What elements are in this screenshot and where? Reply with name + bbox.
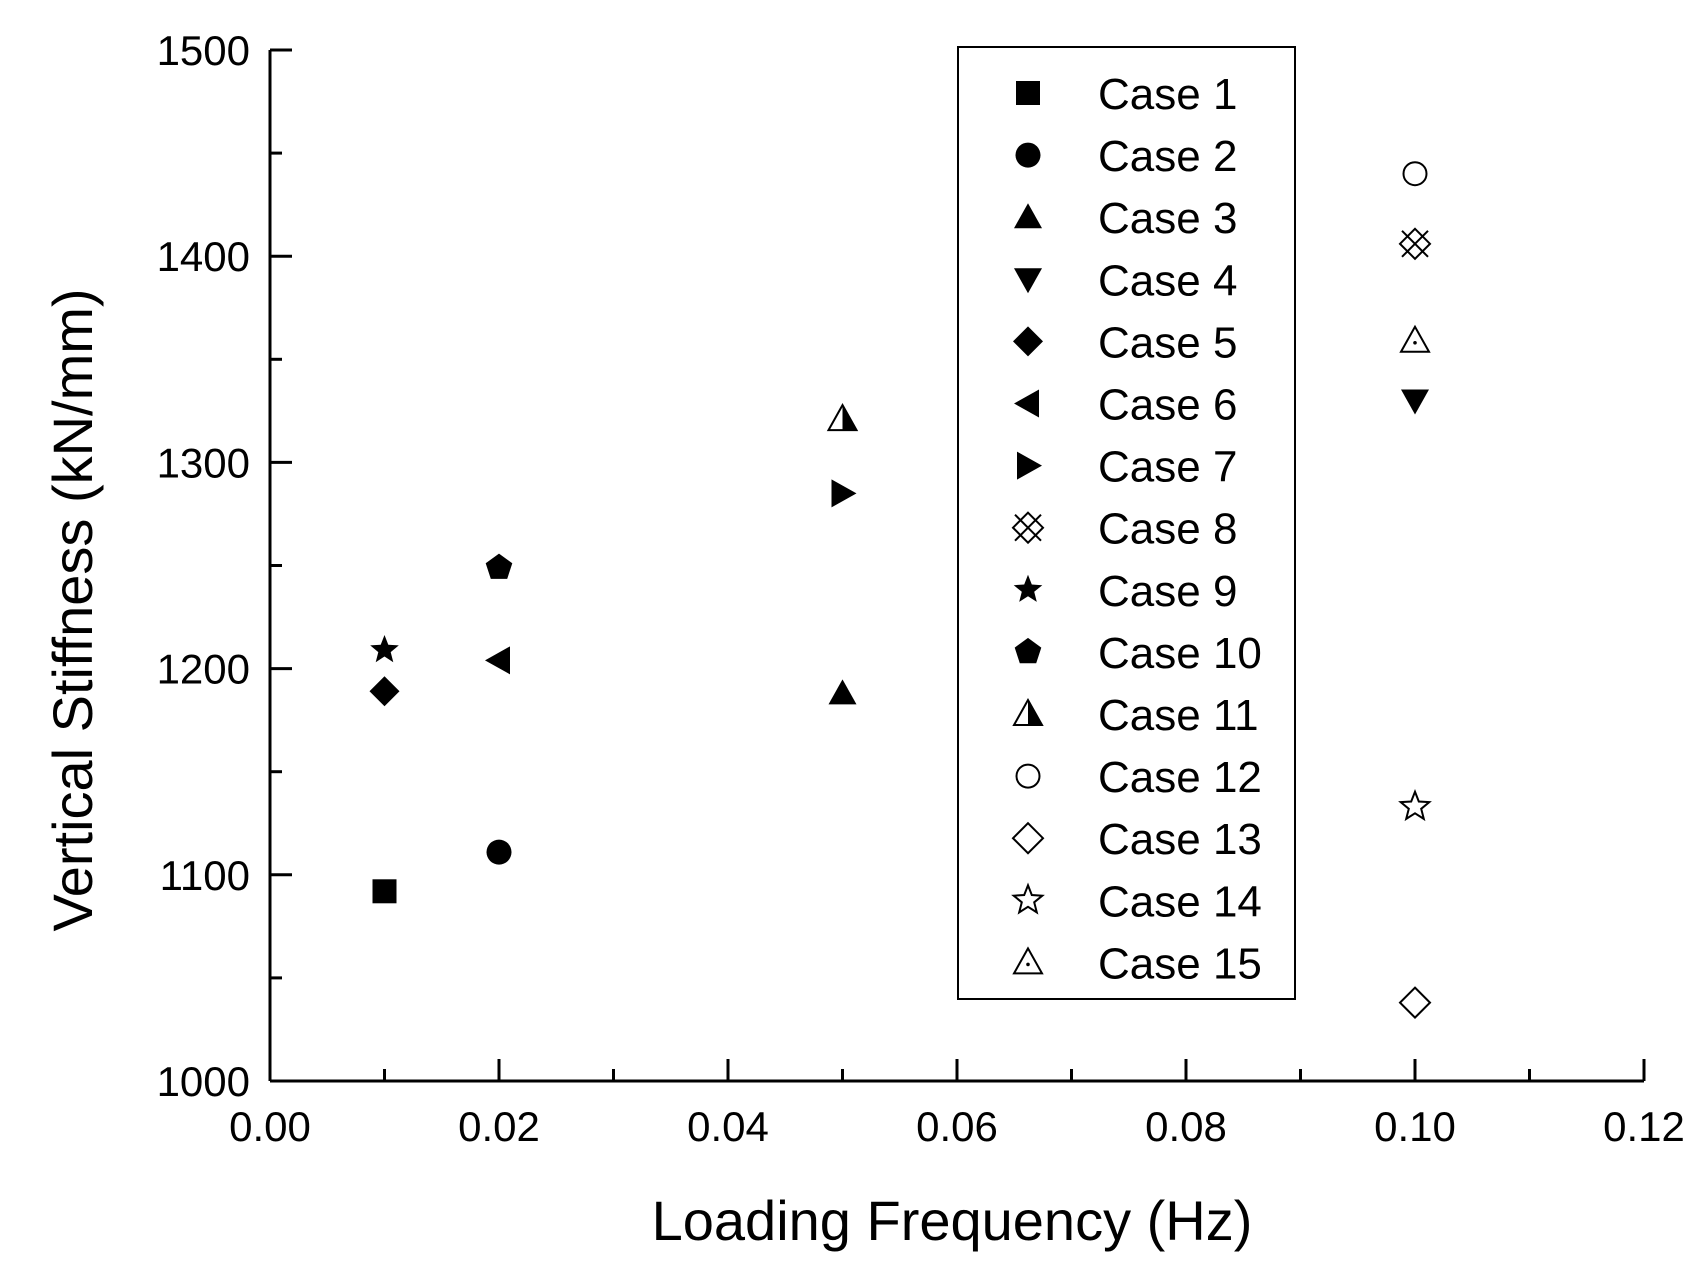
legend-label: Case 1 — [1098, 70, 1237, 119]
legend-entry-case-2: Case 2 — [1015, 132, 1237, 181]
data-point-case-14 — [1398, 789, 1432, 822]
legend-marker — [1011, 511, 1045, 545]
legend-marker — [1014, 389, 1039, 418]
data-point-case-12 — [1402, 161, 1428, 187]
y-axis-title: Vertical Stiffness (kN/mm) — [41, 288, 104, 931]
legend-entry-case-11: Case 11 — [1012, 691, 1259, 740]
legend-label: Case 7 — [1098, 443, 1237, 492]
legend-entry-case-15: Case 15 — [1012, 939, 1262, 988]
legend-label: Case 2 — [1098, 132, 1237, 181]
data-point-case-15 — [1399, 324, 1431, 353]
data-point-case-7 — [831, 479, 857, 508]
legend-label: Case 8 — [1098, 505, 1237, 554]
legend-label: Case 11 — [1098, 691, 1259, 740]
legend-label: Case 5 — [1098, 318, 1237, 367]
legend-marker — [1011, 882, 1045, 915]
legend-marker — [1015, 142, 1041, 168]
legend-marker — [1015, 763, 1041, 789]
legend-entry-case-9: Case 9 — [1013, 567, 1237, 616]
data-point-case-2 — [486, 839, 512, 865]
legend-entry-case-7: Case 7 — [1017, 443, 1237, 492]
legend-marker — [1016, 81, 1040, 105]
data-point-case-6 — [485, 646, 510, 675]
legend-entry-case-5: Case 5 — [1013, 318, 1237, 367]
y-tick-label: 1500 — [157, 27, 250, 74]
legend-entry-case-1: Case 1 — [1016, 70, 1237, 119]
x-tick-label: 0.10 — [1374, 1103, 1456, 1150]
points-layer — [369, 161, 1432, 1020]
y-tick-label: 1100 — [160, 852, 250, 899]
legend-label: Case 3 — [1098, 194, 1237, 243]
data-point-case-5 — [369, 676, 400, 707]
legend-label: Case 12 — [1098, 753, 1262, 802]
data-point-case-10 — [485, 553, 513, 579]
legend-marker — [1014, 637, 1042, 664]
legend-label: Case 15 — [1098, 939, 1262, 988]
data-point-case-3 — [828, 679, 857, 705]
legend-entry-case-14: Case 14 — [1011, 877, 1262, 926]
legend-marker — [1012, 697, 1044, 726]
data-point-case-9 — [370, 635, 399, 663]
x-tick-label: 0.06 — [916, 1103, 998, 1150]
legend-entry-case-8: Case 8 — [1011, 505, 1237, 554]
legend-label: Case 10 — [1098, 629, 1262, 678]
legend-marker — [1014, 203, 1042, 229]
legend-label: Case 9 — [1098, 567, 1237, 616]
ticks-layer: 0.00 0.02 0.04 0.06 0.08 0.10 0.12 1000 1100 1200… — [157, 27, 1685, 1150]
x-tick-label: 0.00 — [229, 1103, 311, 1150]
y-tick-label: 1200 — [157, 646, 250, 693]
legend-box — [957, 46, 1296, 1000]
legend-marker — [1014, 268, 1042, 294]
legend-entry-case-4: Case 4 — [1014, 256, 1237, 305]
y-tick-label: 1300 — [157, 439, 250, 486]
x-tick-label: 0.04 — [687, 1103, 769, 1150]
legend-label: Case 4 — [1098, 256, 1237, 305]
y-tick-label: 1400 — [157, 233, 250, 280]
legend-entry-case-10: Case 10 — [1014, 629, 1262, 678]
legend-marker — [1011, 821, 1045, 855]
legend-entry-case-13: Case 13 — [1011, 815, 1262, 864]
legend-label: Case 6 — [1098, 381, 1237, 430]
data-point-case-1 — [372, 879, 397, 904]
legend-marker — [1013, 326, 1043, 357]
legend-entry-case-3: Case 3 — [1014, 194, 1237, 243]
x-tick-label: 0.08 — [1145, 1103, 1227, 1150]
legend-marker — [1013, 574, 1043, 602]
x-tick-label: 0.12 — [1603, 1103, 1685, 1150]
data-point-case-13 — [1398, 986, 1432, 1020]
data-point-case-11 — [826, 403, 859, 432]
legend-entry-case-6: Case 6 — [1014, 381, 1237, 430]
x-tick-label: 0.02 — [458, 1103, 540, 1150]
legend-entry-case-12: Case 12 — [1015, 753, 1262, 802]
x-axis-title: Loading Frequency (Hz) — [652, 1189, 1253, 1252]
legend-marker — [1017, 451, 1042, 480]
legend: Case 1 Case 2 Case 3 Case 4 Case 5 Case 6 Case… — [957, 46, 1296, 1000]
data-point-case-4 — [1401, 389, 1429, 415]
y-tick-label: 1000 — [157, 1058, 250, 1105]
legend-label: Case 13 — [1098, 815, 1262, 864]
legend-marker — [1012, 946, 1044, 975]
data-point-case-8 — [1398, 227, 1432, 261]
legend-label: Case 14 — [1098, 877, 1262, 926]
